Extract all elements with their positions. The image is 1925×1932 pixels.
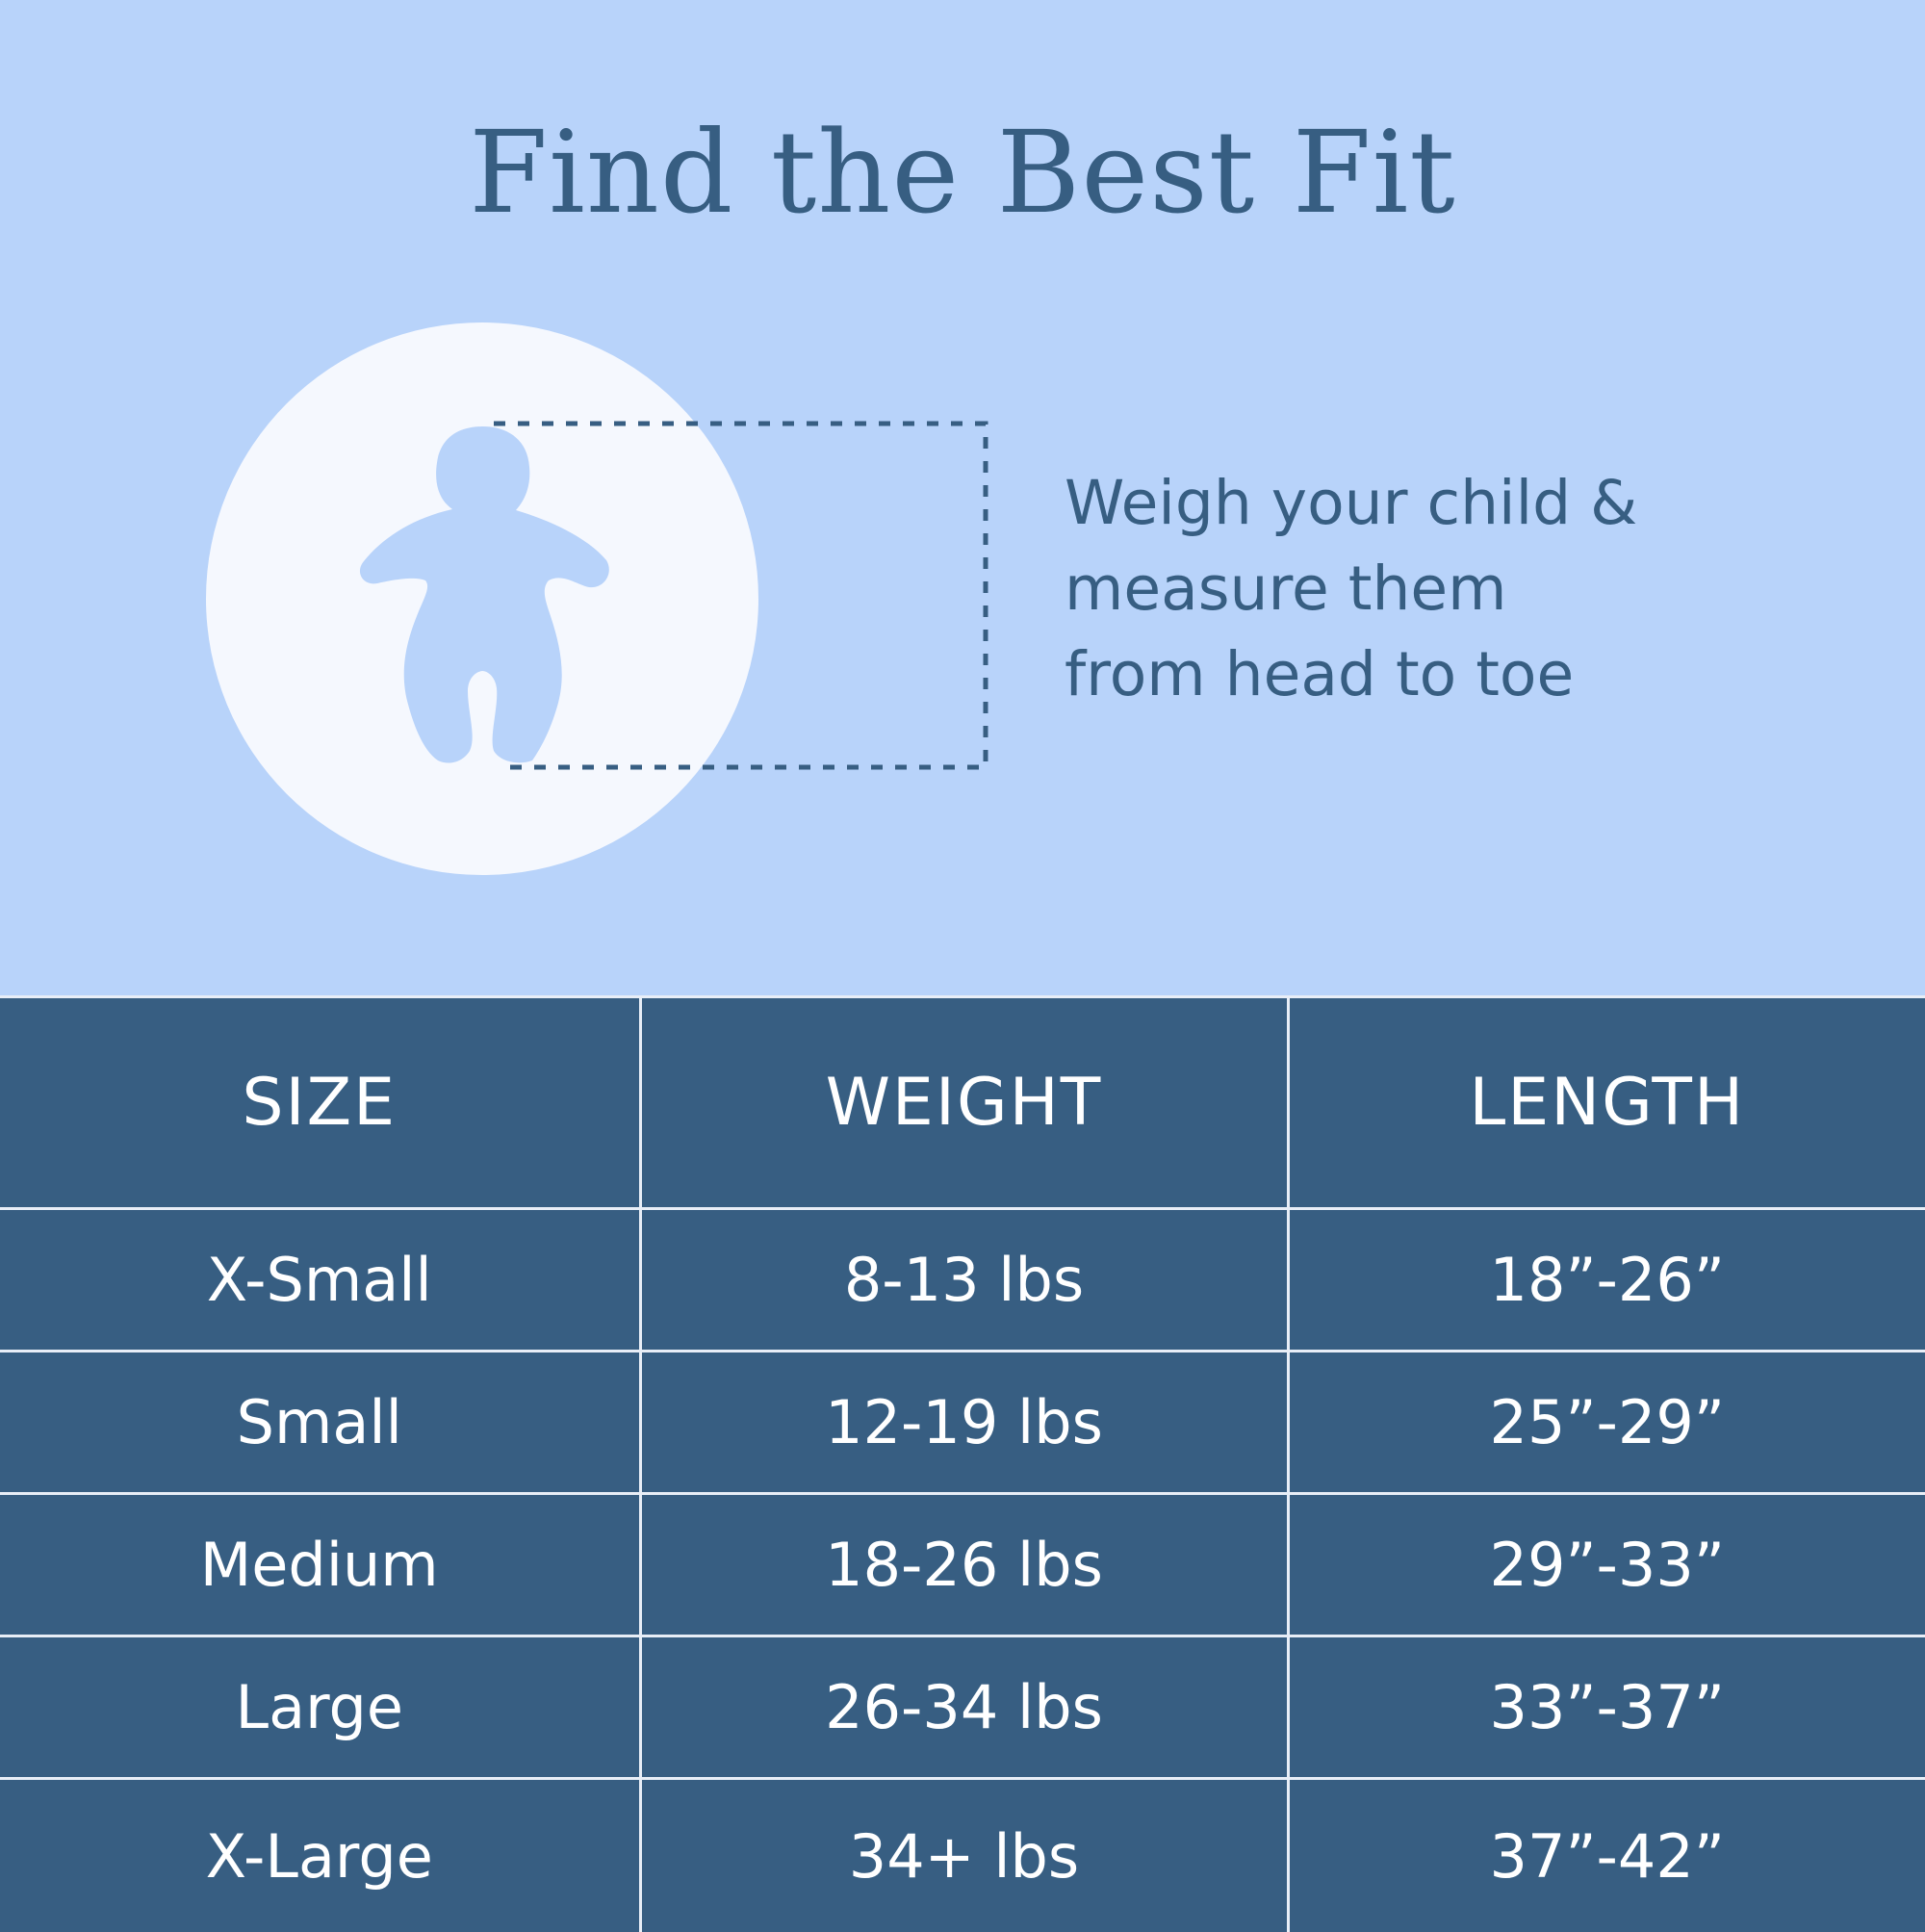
table-row: Large 26-34 lbs 33”-37” [0, 1636, 1925, 1779]
size-chart-table: SIZE WEIGHT LENGTH X-Small 8-13 lbs 18”-… [0, 995, 1925, 1932]
table-row: Small 12-19 lbs 25”-29” [0, 1352, 1925, 1494]
cell-weight: 18-26 lbs [640, 1494, 1288, 1636]
cell-weight: 8-13 lbs [640, 1209, 1288, 1352]
cell-length: 18”-26” [1288, 1209, 1925, 1352]
header-length: LENGTH [1288, 997, 1925, 1209]
cell-length: 25”-29” [1288, 1352, 1925, 1494]
cell-weight: 26-34 lbs [640, 1636, 1288, 1779]
cell-length: 33”-37” [1288, 1636, 1925, 1779]
instruction-line: from head to toe [1065, 631, 1637, 717]
instruction-line: Weigh your child & [1065, 460, 1637, 546]
cell-weight: 34+ lbs [640, 1779, 1288, 1932]
cell-size: Small [0, 1352, 640, 1494]
cell-size: Large [0, 1636, 640, 1779]
instructions-text: Weigh your child & measure them from hea… [1065, 460, 1637, 717]
header-weight: WEIGHT [640, 997, 1288, 1209]
cell-size: X-Small [0, 1209, 640, 1352]
table-row: X-Large 34+ lbs 37”-42” [0, 1779, 1925, 1932]
table-row: X-Small 8-13 lbs 18”-26” [0, 1209, 1925, 1352]
table-header-row: SIZE WEIGHT LENGTH [0, 997, 1925, 1209]
header-size: SIZE [0, 997, 640, 1209]
cell-weight: 12-19 lbs [640, 1352, 1288, 1494]
cell-size: Medium [0, 1494, 640, 1636]
table-row: Medium 18-26 lbs 29”-33” [0, 1494, 1925, 1636]
cell-size: X-Large [0, 1779, 640, 1932]
cell-length: 29”-33” [1288, 1494, 1925, 1636]
instruction-line: measure them [1065, 546, 1637, 631]
cell-length: 37”-42” [1288, 1779, 1925, 1932]
